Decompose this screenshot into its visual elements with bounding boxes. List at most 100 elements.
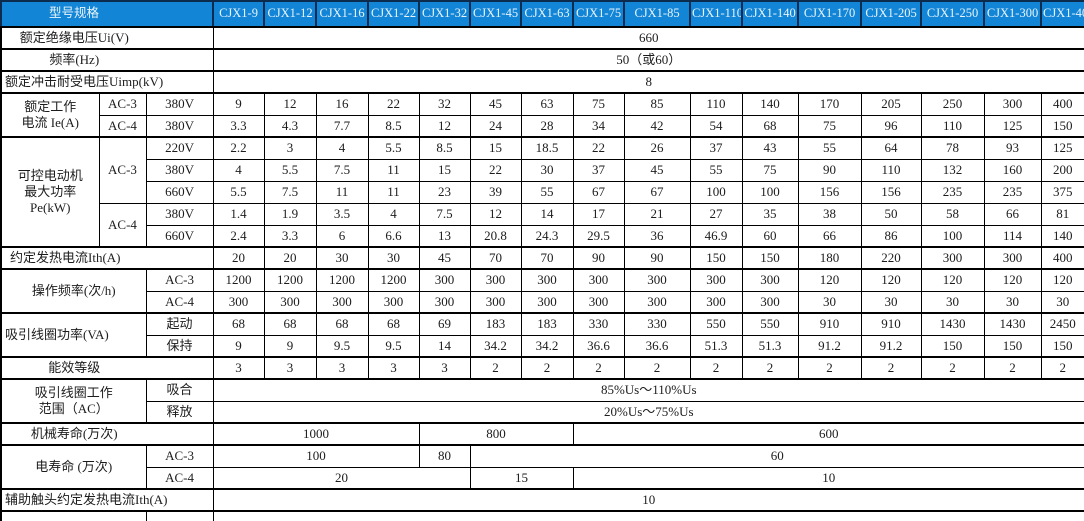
value-cell: 45	[469, 92, 522, 116]
value-cell: 34	[572, 114, 625, 138]
value-cell: 8.5	[418, 136, 471, 160]
value-cell: 63	[520, 92, 574, 116]
value-cell: 30	[797, 290, 862, 314]
value-cell: 220	[860, 246, 922, 270]
model-header: CJX1-205	[860, 0, 923, 28]
value-cell: 7.5	[418, 202, 471, 226]
value-cell: 60	[741, 224, 799, 248]
spec-table-head: 型号规格 CJX1-9 CJX1-12 CJX1-16 CJX1-22 CJX1-32 CJ…	[0, 0, 1084, 28]
table-row: 释放 20%Us～75%Us	[1, 400, 1084, 424]
value-elec-life: 80	[418, 444, 471, 468]
value-cell: 68	[741, 114, 799, 138]
row-label-motor-power: 可控电动机 最大功率 Pe(kW)	[0, 136, 100, 248]
value-cell: 67	[623, 180, 691, 204]
value-cell: 54	[689, 114, 743, 138]
value-elec-life: 15	[469, 466, 574, 490]
value-cell: 21	[623, 202, 691, 226]
value-cell: 22	[469, 158, 522, 182]
row-sublabel: AC-4	[145, 466, 214, 490]
value-pickup-range: 85%Us～110%Us	[212, 378, 1084, 402]
row-sublabel: 保持	[145, 334, 214, 358]
value-aux-contact-current: 10	[212, 488, 1084, 512]
value-cell: 150	[1040, 334, 1084, 358]
value-cell: 110	[689, 92, 743, 116]
row-label-electrical-life: 电寿命 (万次)	[0, 444, 147, 490]
value-cell: 68	[315, 312, 369, 336]
row-sublabel: AC-3	[98, 136, 147, 204]
value-cell: 36	[623, 224, 691, 248]
row-sublabel: AC-4	[145, 290, 214, 314]
value-cell: 125	[1040, 136, 1084, 160]
table-row: 额定绝缘电压Ui(V) 660	[0, 26, 1084, 50]
value-cell: 1200	[263, 268, 317, 292]
value-cell: 86	[860, 224, 922, 248]
value-cell: 330	[572, 312, 625, 336]
value-cell: 20	[212, 246, 265, 270]
value-cell: 9	[263, 334, 317, 358]
value-cell: 22	[367, 92, 420, 116]
value-cell: 2.4	[212, 224, 265, 248]
row-sublabel: 释放	[145, 400, 214, 424]
value-cell: 30	[920, 290, 985, 314]
value-cell: 55	[797, 136, 862, 160]
table-row: 辅助触头约定发热电流Ith(A) 10	[0, 488, 1084, 512]
value-cell: 2	[623, 356, 691, 380]
value-cell: 2	[572, 356, 625, 380]
value-cell: 4	[212, 158, 265, 182]
partial-row-label	[0, 510, 147, 521]
row-label-aux-contact-current: 辅助触头约定发热电流Ith(A)	[0, 488, 214, 512]
value-cell: 400	[1040, 92, 1084, 116]
table-row: 额定冲击耐受电压Uimp(kV) 8	[0, 70, 1084, 94]
value-cell: 85	[623, 92, 691, 116]
value-cell: 910	[797, 312, 862, 336]
value-cell: 78	[920, 136, 985, 160]
value-cell: 3	[263, 136, 317, 160]
value-elec-life: 100	[212, 444, 420, 468]
value-cell: 300	[689, 268, 743, 292]
model-header: CJX1-12	[263, 0, 318, 28]
row-sublabel: 660V	[145, 180, 214, 204]
model-header: CJX1-63	[520, 0, 575, 28]
value-cell: 38	[797, 202, 862, 226]
value-cell: 39	[469, 180, 522, 204]
value-cell: 300	[469, 290, 522, 314]
value-cell: 235	[920, 180, 985, 204]
value-cell: 11	[367, 158, 420, 182]
value-cell: 3	[418, 356, 471, 380]
value-cell: 50	[860, 202, 922, 226]
value-cell: 300	[689, 290, 743, 314]
value-cell: 36.6	[623, 334, 691, 358]
value-cell: 170	[797, 92, 862, 116]
model-header: CJX1-85	[623, 0, 692, 28]
value-cell: 37	[689, 136, 743, 160]
value-cell: 70	[469, 246, 522, 270]
value-elec-life: 10	[572, 466, 1084, 490]
value-cell: 300	[623, 290, 691, 314]
value-cell: 120	[983, 268, 1042, 292]
table-row: 380V 4 5.5 7.5 11 15 22 30 37 45 55 75 90 110 132 160 20…	[1, 158, 1084, 182]
table-row: 电寿命 (万次) AC-3 100 80 60	[0, 444, 1084, 490]
value-cell: 13	[418, 224, 471, 248]
row-label-insulation-voltage: 额定绝缘电压Ui(V)	[0, 26, 214, 50]
table-row: 可控电动机 最大功率 Pe(kW) AC-3 220V 2.2 3 4 5.5 8.5 15 18…	[0, 136, 1084, 248]
table-row: 机械寿命(万次) 1000 800 600	[0, 422, 1084, 446]
value-cell: 28	[520, 114, 574, 138]
value-cell: 300	[469, 268, 522, 292]
value-cell: 96	[860, 114, 922, 138]
value-cell: 1200	[315, 268, 369, 292]
value-cell: 30	[860, 290, 922, 314]
row-sublabel: 380V	[145, 158, 214, 182]
value-cell: 100	[689, 180, 743, 204]
value-cell: 91.2	[797, 334, 862, 358]
value-cell: 400	[1040, 246, 1084, 270]
value-cell: 68	[367, 312, 420, 336]
value-cell: 300	[263, 290, 317, 314]
value-cell: 300	[367, 290, 420, 314]
model-header: CJX1-140	[741, 0, 800, 28]
value-cell: 29.5	[572, 224, 625, 248]
value-cell: 205	[860, 92, 922, 116]
value-cell: 32	[418, 92, 471, 116]
table-row: AC-4 20 15 10	[1, 466, 1084, 490]
model-header: CJX1-300	[983, 0, 1043, 28]
